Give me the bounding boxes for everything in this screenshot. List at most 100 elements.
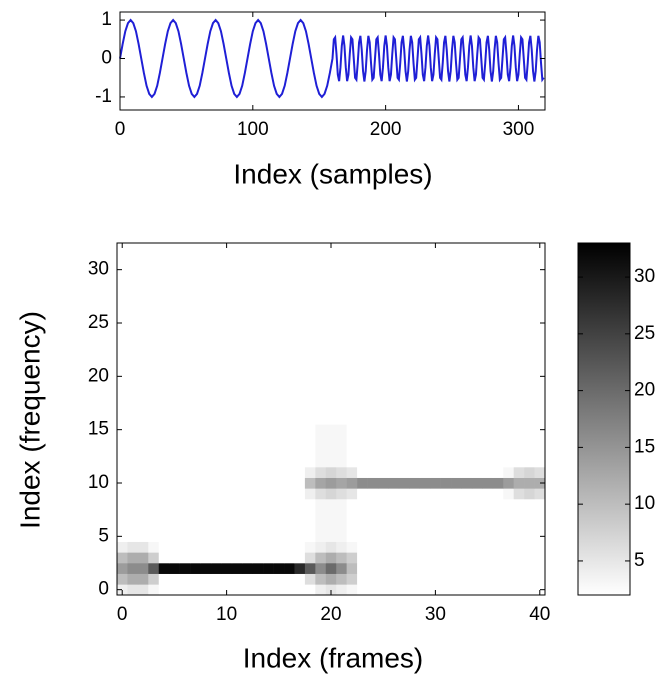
heatmap-cell — [284, 424, 295, 436]
heatmap-cell — [492, 509, 504, 521]
heatmap-cell — [273, 317, 285, 329]
heatmap-cell — [430, 392, 441, 404]
heatmap-cell — [440, 264, 452, 276]
heatmap-cell — [492, 573, 504, 585]
heatmap-cell — [137, 381, 149, 393]
heatmap-cell — [127, 531, 139, 542]
heatmap-cell — [482, 531, 494, 542]
heatmap-cell — [325, 275, 337, 286]
heatmap-cell — [419, 381, 431, 393]
heatmap-cell — [137, 520, 149, 532]
heatmap-cell — [294, 563, 306, 574]
heatmap-cell — [461, 371, 473, 382]
heatmap-cell — [430, 243, 441, 254]
heatmap-cell — [482, 243, 494, 254]
heatmap-cell — [284, 275, 295, 286]
heatmap-cell — [294, 477, 306, 489]
heatmap-cell — [398, 477, 410, 489]
heatmap-cell — [482, 371, 494, 382]
heatmap-cell — [294, 499, 306, 510]
heatmap-cell — [117, 445, 128, 457]
heatmap-cell — [367, 563, 379, 574]
heatmap-cell — [440, 520, 452, 532]
heatmap-cell — [440, 477, 452, 489]
heatmap-cell — [325, 467, 337, 478]
heatmap-cell — [315, 445, 327, 457]
heatmap-cell — [461, 264, 473, 276]
heatmap-cell — [210, 339, 222, 350]
heatmap-cell — [304, 573, 316, 585]
heatmap-cell — [210, 435, 222, 446]
heatmap-cell — [524, 573, 535, 585]
heatmap-cell — [284, 509, 295, 521]
heatmap-cell — [482, 339, 494, 350]
heatmap-cell — [430, 264, 441, 276]
heatmap-cell — [451, 253, 462, 265]
heatmap-cell — [294, 435, 306, 446]
heatmap-cell — [127, 285, 139, 297]
heatmap-cell — [336, 296, 347, 308]
heatmap-cell — [179, 573, 191, 585]
heatmap-cell — [336, 435, 347, 446]
heatmap-cell — [190, 307, 201, 318]
heatmap-cell — [513, 552, 525, 564]
heatmap-cell — [294, 296, 306, 308]
heatmap-cell — [367, 573, 379, 585]
heatmap-cell — [388, 392, 400, 404]
heatmap-cell — [419, 488, 431, 500]
heatmap-cell — [367, 584, 379, 596]
heatmap-cell — [284, 328, 295, 340]
heatmap-cell — [524, 381, 535, 393]
heatmap-cell — [398, 360, 410, 372]
heatmap-cell — [398, 435, 410, 446]
heatmap-cell — [336, 509, 347, 521]
heatmap-cell — [273, 285, 285, 297]
heatmap-cell — [357, 541, 368, 553]
heatmap-cell — [336, 381, 347, 393]
heatmap-cell — [210, 445, 222, 457]
heatmap-cell — [430, 584, 441, 596]
heatmap-cell — [377, 424, 389, 436]
heatmap-cell — [440, 456, 452, 468]
heatmap-cell — [357, 307, 368, 318]
heatmap-cell — [534, 264, 546, 276]
heatmap-cell — [273, 520, 285, 532]
heatmap-cell — [263, 445, 274, 457]
heatmap-cell — [284, 403, 295, 414]
heatmap-cell — [503, 296, 514, 308]
heatmap-cell — [127, 392, 139, 404]
heatmap-cell — [409, 307, 421, 318]
heatmap-cell — [263, 499, 274, 510]
heatmap-cell — [513, 531, 525, 542]
heatmap-cell — [325, 424, 337, 436]
heatmap-cell — [304, 552, 316, 564]
heatmap-cell — [440, 563, 452, 574]
heatmap-cell — [451, 275, 462, 286]
heatmap-cell — [210, 371, 222, 382]
heatmap-cell — [388, 552, 400, 564]
heatmap-cell — [377, 520, 389, 532]
heatmap-cell — [419, 339, 431, 350]
heatmap-cell — [127, 488, 139, 500]
heatmap-cell — [127, 243, 139, 254]
heatmap-cell — [137, 435, 149, 446]
heatmap-cell — [252, 488, 264, 500]
heatmap-cell — [315, 413, 327, 425]
heatmap-cell — [284, 349, 295, 361]
heatmap-cell — [158, 285, 170, 297]
heatmap-cell — [294, 253, 306, 265]
heatmap-cell — [200, 275, 212, 286]
y-tick-label: 20 — [88, 365, 109, 386]
heatmap-cell — [117, 467, 128, 478]
heatmap-cell — [388, 584, 400, 596]
heatmap-cell — [471, 488, 483, 500]
heatmap-cell — [127, 499, 139, 510]
heatmap-cell — [388, 264, 400, 276]
heatmap-cell — [137, 328, 149, 340]
heatmap-cell — [263, 328, 274, 340]
heatmap-cell — [304, 285, 316, 297]
heatmap-cell — [284, 563, 295, 574]
heatmap-cell — [190, 403, 201, 414]
heatmap-cell — [158, 456, 170, 468]
heatmap-cell — [284, 381, 295, 393]
